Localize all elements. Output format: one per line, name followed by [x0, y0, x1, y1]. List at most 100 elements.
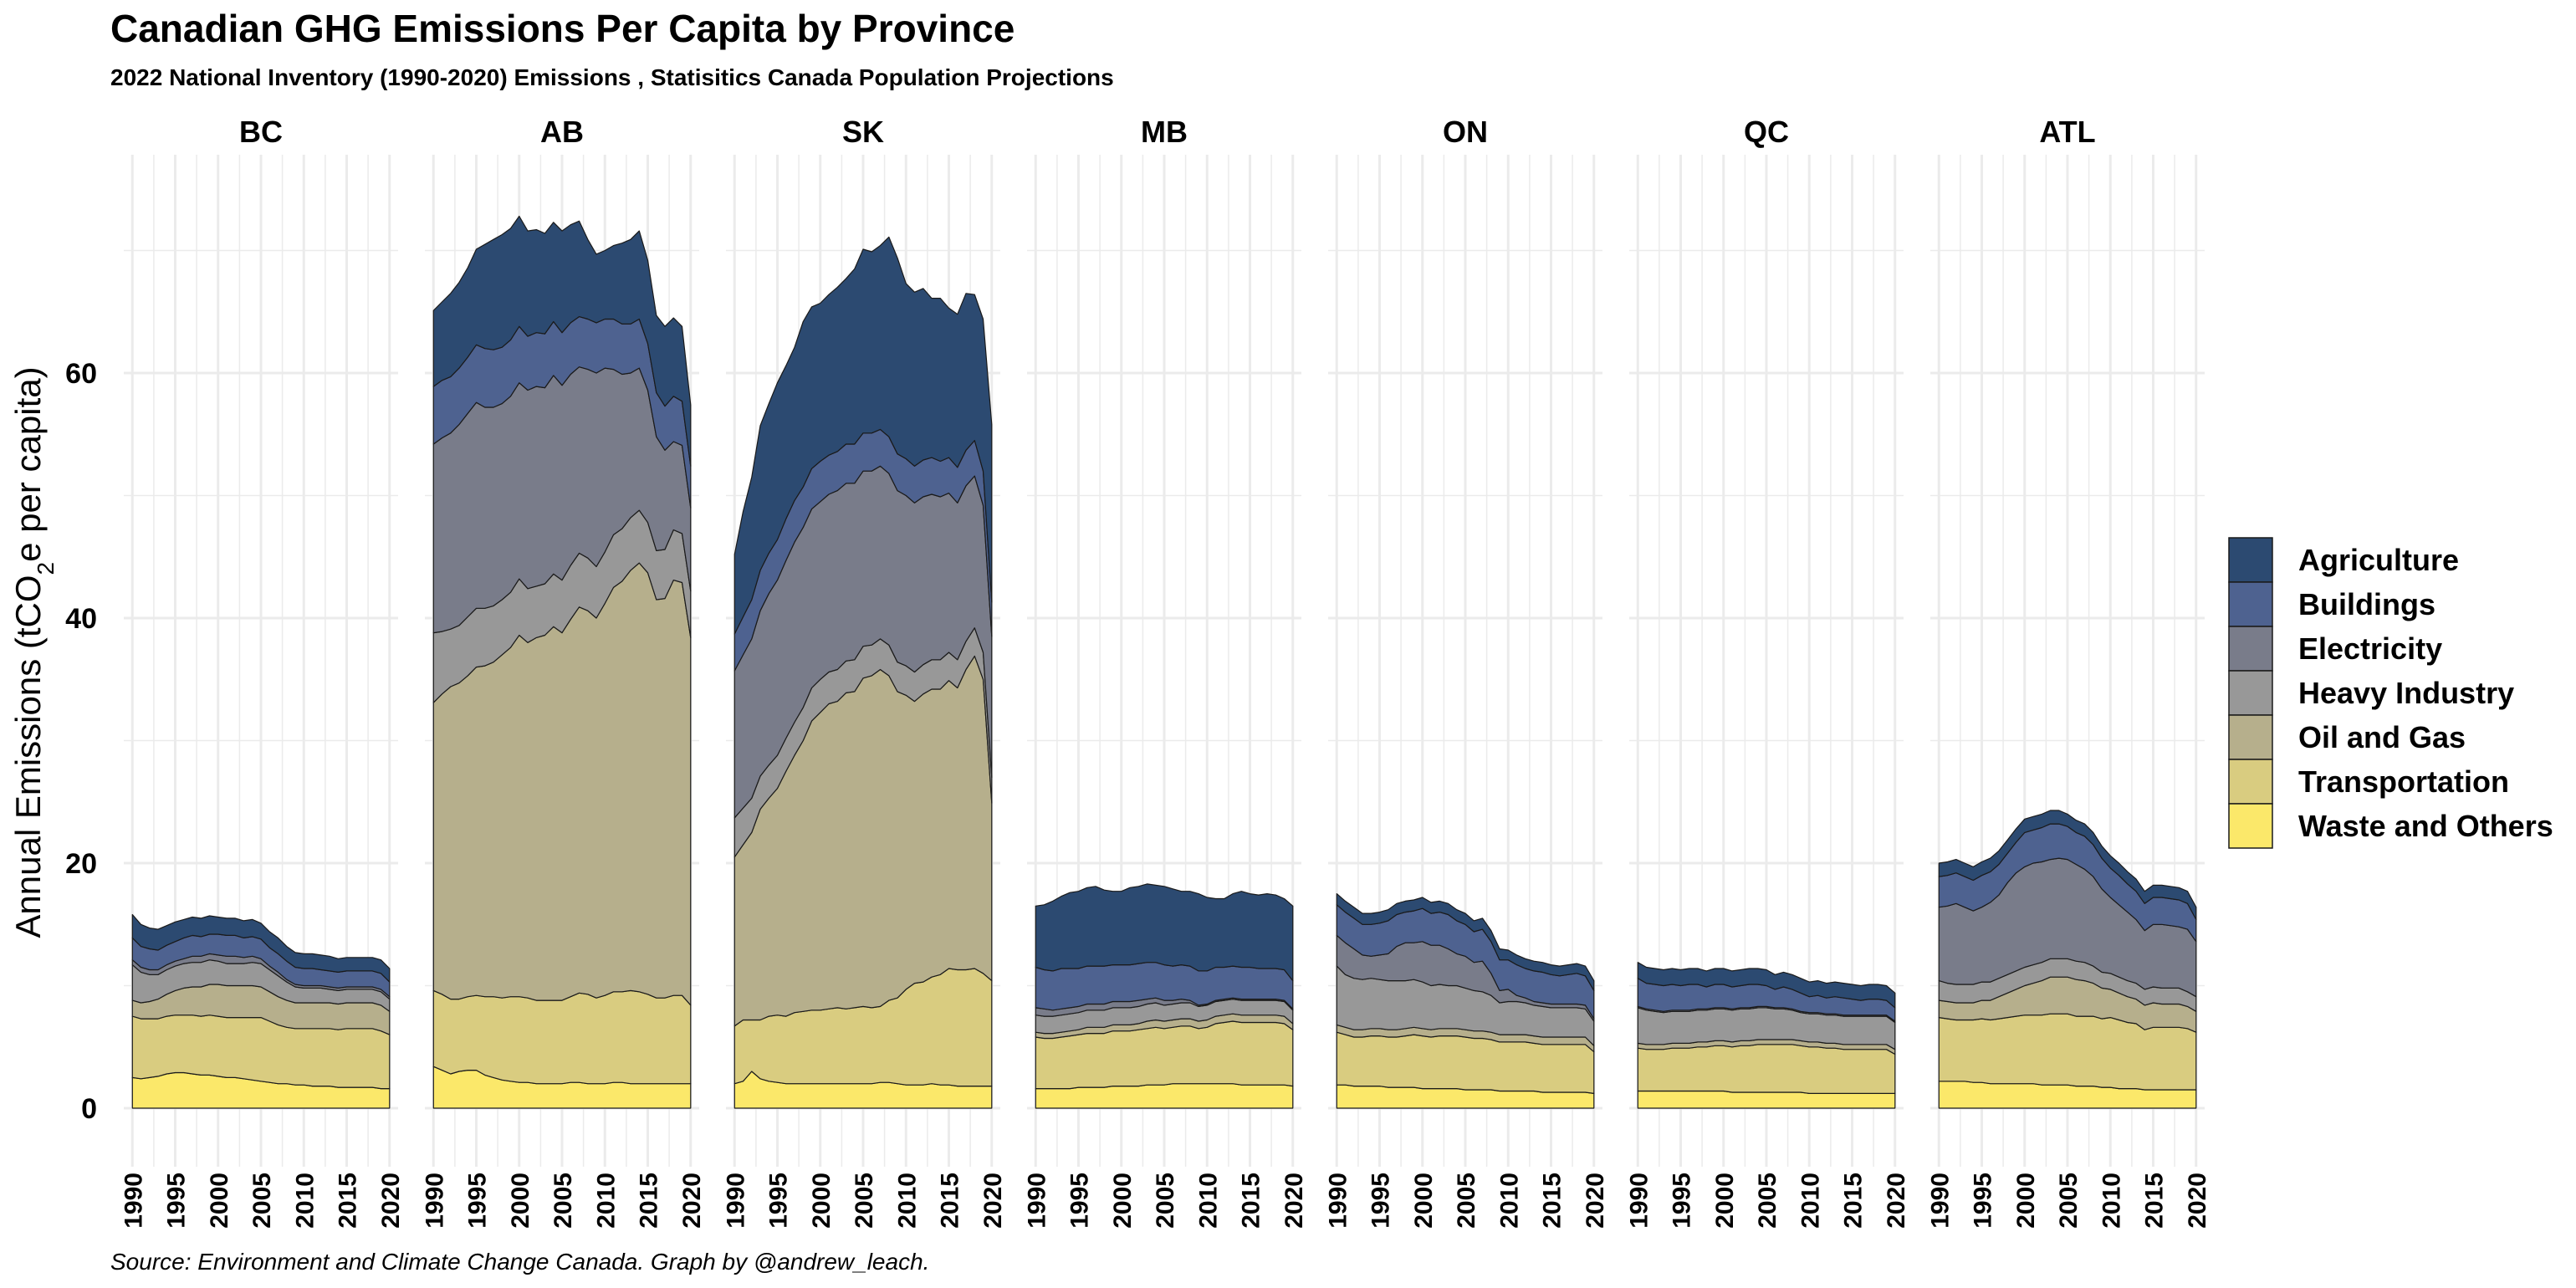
legend-swatch [2228, 714, 2273, 760]
y-axis-label-main: Annual Emissions (tCO [8, 575, 48, 938]
x-tick-label: 2015 [1539, 1173, 1567, 1229]
x-tick-label: 2020 [2184, 1173, 2211, 1229]
area-sk-agriculture [733, 236, 993, 635]
area-bc-agriculture [131, 913, 391, 983]
x-tick-label: 2010 [893, 1173, 921, 1229]
x-tick-label: 1990 [1324, 1173, 1352, 1229]
x-tick-label: 1990 [120, 1173, 147, 1229]
legend-swatch [2228, 581, 2273, 627]
x-tick-label: 2015 [335, 1173, 362, 1229]
panel-label: ATL [2039, 115, 2095, 149]
x-tick-label: 2000 [2012, 1173, 2040, 1229]
legend-label: Buildings [2298, 587, 2435, 621]
x-tick-label: 2000 [1410, 1173, 1438, 1229]
area-ab-agriculture [432, 215, 692, 467]
x-tick-label: 2020 [377, 1173, 405, 1229]
panel-ab: AB 1990 1995 2000 2005 2010 2015 2020 [421, 115, 706, 1229]
y-tick-label: 60 [65, 358, 97, 390]
panel-qc: QC 1990 1995 2000 2005 2010 2015 2020 [1625, 115, 1910, 1229]
x-tick-label: 2005 [851, 1173, 878, 1229]
panel-label: SK [842, 115, 884, 149]
legend-swatch [2228, 803, 2273, 849]
x-tick-label: 2010 [592, 1173, 620, 1229]
x-tick-label: 2020 [678, 1173, 706, 1229]
x-tick-label: 2005 [248, 1173, 276, 1229]
x-tick-label: 2010 [2098, 1173, 2125, 1229]
x-tick-label: 1995 [1066, 1173, 1094, 1229]
legend-item-transportation: Transportation [2228, 759, 2509, 805]
legend-label: Heavy Industry [2298, 676, 2514, 710]
x-tick-label: 2020 [1582, 1173, 1609, 1229]
x-tick-label: 2005 [1152, 1173, 1179, 1229]
x-tick-label: 2010 [1797, 1173, 1824, 1229]
legend-swatch [2228, 626, 2273, 672]
y-axis-ticks: 0 20 40 60 [65, 358, 97, 1125]
x-tick-label: 2015 [2141, 1173, 2169, 1229]
x-tick-label: 2005 [549, 1173, 577, 1229]
y-axis-label-tail: e per capita) [8, 366, 48, 561]
panel-label: QC [1744, 115, 1789, 149]
x-tick-label: 2005 [1754, 1173, 1781, 1229]
x-tick-label: 2000 [507, 1173, 534, 1229]
x-tick-label: 1995 [1970, 1173, 1997, 1229]
x-tick-label: 2005 [1453, 1173, 1480, 1229]
x-tick-label: 2010 [291, 1173, 319, 1229]
x-tick-label: 2015 [1840, 1173, 1868, 1229]
x-tick-label: 2015 [636, 1173, 663, 1229]
chart-caption: Source: Environment and Climate Change C… [110, 1249, 929, 1275]
legend: Agriculture Buildings Electricity Heavy Ind… [2228, 537, 2553, 849]
x-tick-label: 2020 [979, 1173, 1007, 1229]
x-tick-label: 2020 [1883, 1173, 1910, 1229]
facet-panels: BC 1990 1995 2000 2005 2010 2015 2020 AB 1990 1995… [120, 115, 2211, 1229]
x-tick-label: 1990 [1023, 1173, 1050, 1229]
x-tick-label: 2020 [1280, 1173, 1308, 1229]
legend-label: Waste and Others [2298, 809, 2553, 843]
y-tick-label: 40 [65, 603, 97, 635]
legend-label: Agriculture [2298, 543, 2459, 577]
legend-item-waste-and-others: Waste and Others [2228, 803, 2553, 849]
x-tick-label: 2000 [206, 1173, 233, 1229]
y-axis-label-subscript: 2 [33, 562, 59, 575]
x-tick-label: 1995 [1367, 1173, 1395, 1229]
panel-label: AB [540, 115, 584, 149]
area-on-agriculture [1336, 893, 1595, 991]
x-tick-label: 2010 [1495, 1173, 1523, 1229]
x-tick-label: 2010 [1194, 1173, 1222, 1229]
chart-title: Canadian GHG Emissions Per Capita by Pro… [110, 7, 1015, 50]
legend-label: Transportation [2298, 764, 2509, 799]
x-tick-label: 2015 [937, 1173, 964, 1229]
y-axis-label: Annual Emissions (tCO2e per capita) [8, 366, 59, 938]
x-tick-label: 1990 [1625, 1173, 1653, 1229]
chart-subtitle: 2022 National Inventory (1990-2020) Emis… [110, 64, 1114, 90]
legend-item-buildings: Buildings [2228, 581, 2435, 627]
panel-grid [1930, 155, 2205, 1167]
panel-sk: SK 1990 1995 2000 2005 2010 2015 2020 [722, 115, 1007, 1229]
legend-item-electricity: Electricity [2228, 626, 2442, 672]
panel-label: MB [1141, 115, 1188, 149]
panel-atl: ATL 1990 1995 2000 2005 2010 2015 2020 [1926, 115, 2211, 1229]
x-tick-label: 1990 [722, 1173, 749, 1229]
area-qc-agriculture [1637, 962, 1896, 1009]
area-mb-agriculture [1035, 883, 1294, 982]
y-tick-label: 0 [81, 1093, 97, 1125]
panel-label: BC [239, 115, 283, 149]
area-qc-transportation [1637, 1044, 1896, 1094]
legend-label: Electricity [2298, 631, 2442, 666]
panel-label: ON [1443, 115, 1488, 149]
x-tick-label: 2005 [2055, 1173, 2083, 1229]
x-tick-label: 2000 [1109, 1173, 1137, 1229]
area-ab-transportation [432, 989, 692, 1085]
legend-swatch [2228, 670, 2273, 716]
x-tick-label: 1995 [464, 1173, 492, 1229]
x-tick-label: 2000 [808, 1173, 836, 1229]
x-tick-label: 1990 [421, 1173, 448, 1229]
legend-label: Oil and Gas [2298, 720, 2466, 754]
legend-item-oil-and-gas: Oil and Gas [2228, 714, 2466, 760]
area-atl-agriculture [1938, 810, 2197, 920]
x-tick-label: 2000 [1711, 1173, 1739, 1229]
x-tick-label: 1995 [1669, 1173, 1696, 1229]
panel-bc: BC 1990 1995 2000 2005 2010 2015 2020 [120, 115, 405, 1229]
x-tick-label: 1995 [765, 1173, 793, 1229]
legend-item-heavy-industry: Heavy Industry [2228, 670, 2514, 716]
